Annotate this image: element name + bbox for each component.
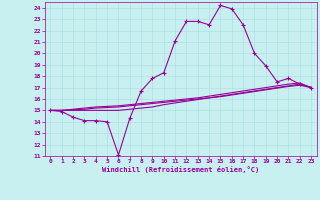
X-axis label: Windchill (Refroidissement éolien,°C): Windchill (Refroidissement éolien,°C) xyxy=(102,166,260,173)
